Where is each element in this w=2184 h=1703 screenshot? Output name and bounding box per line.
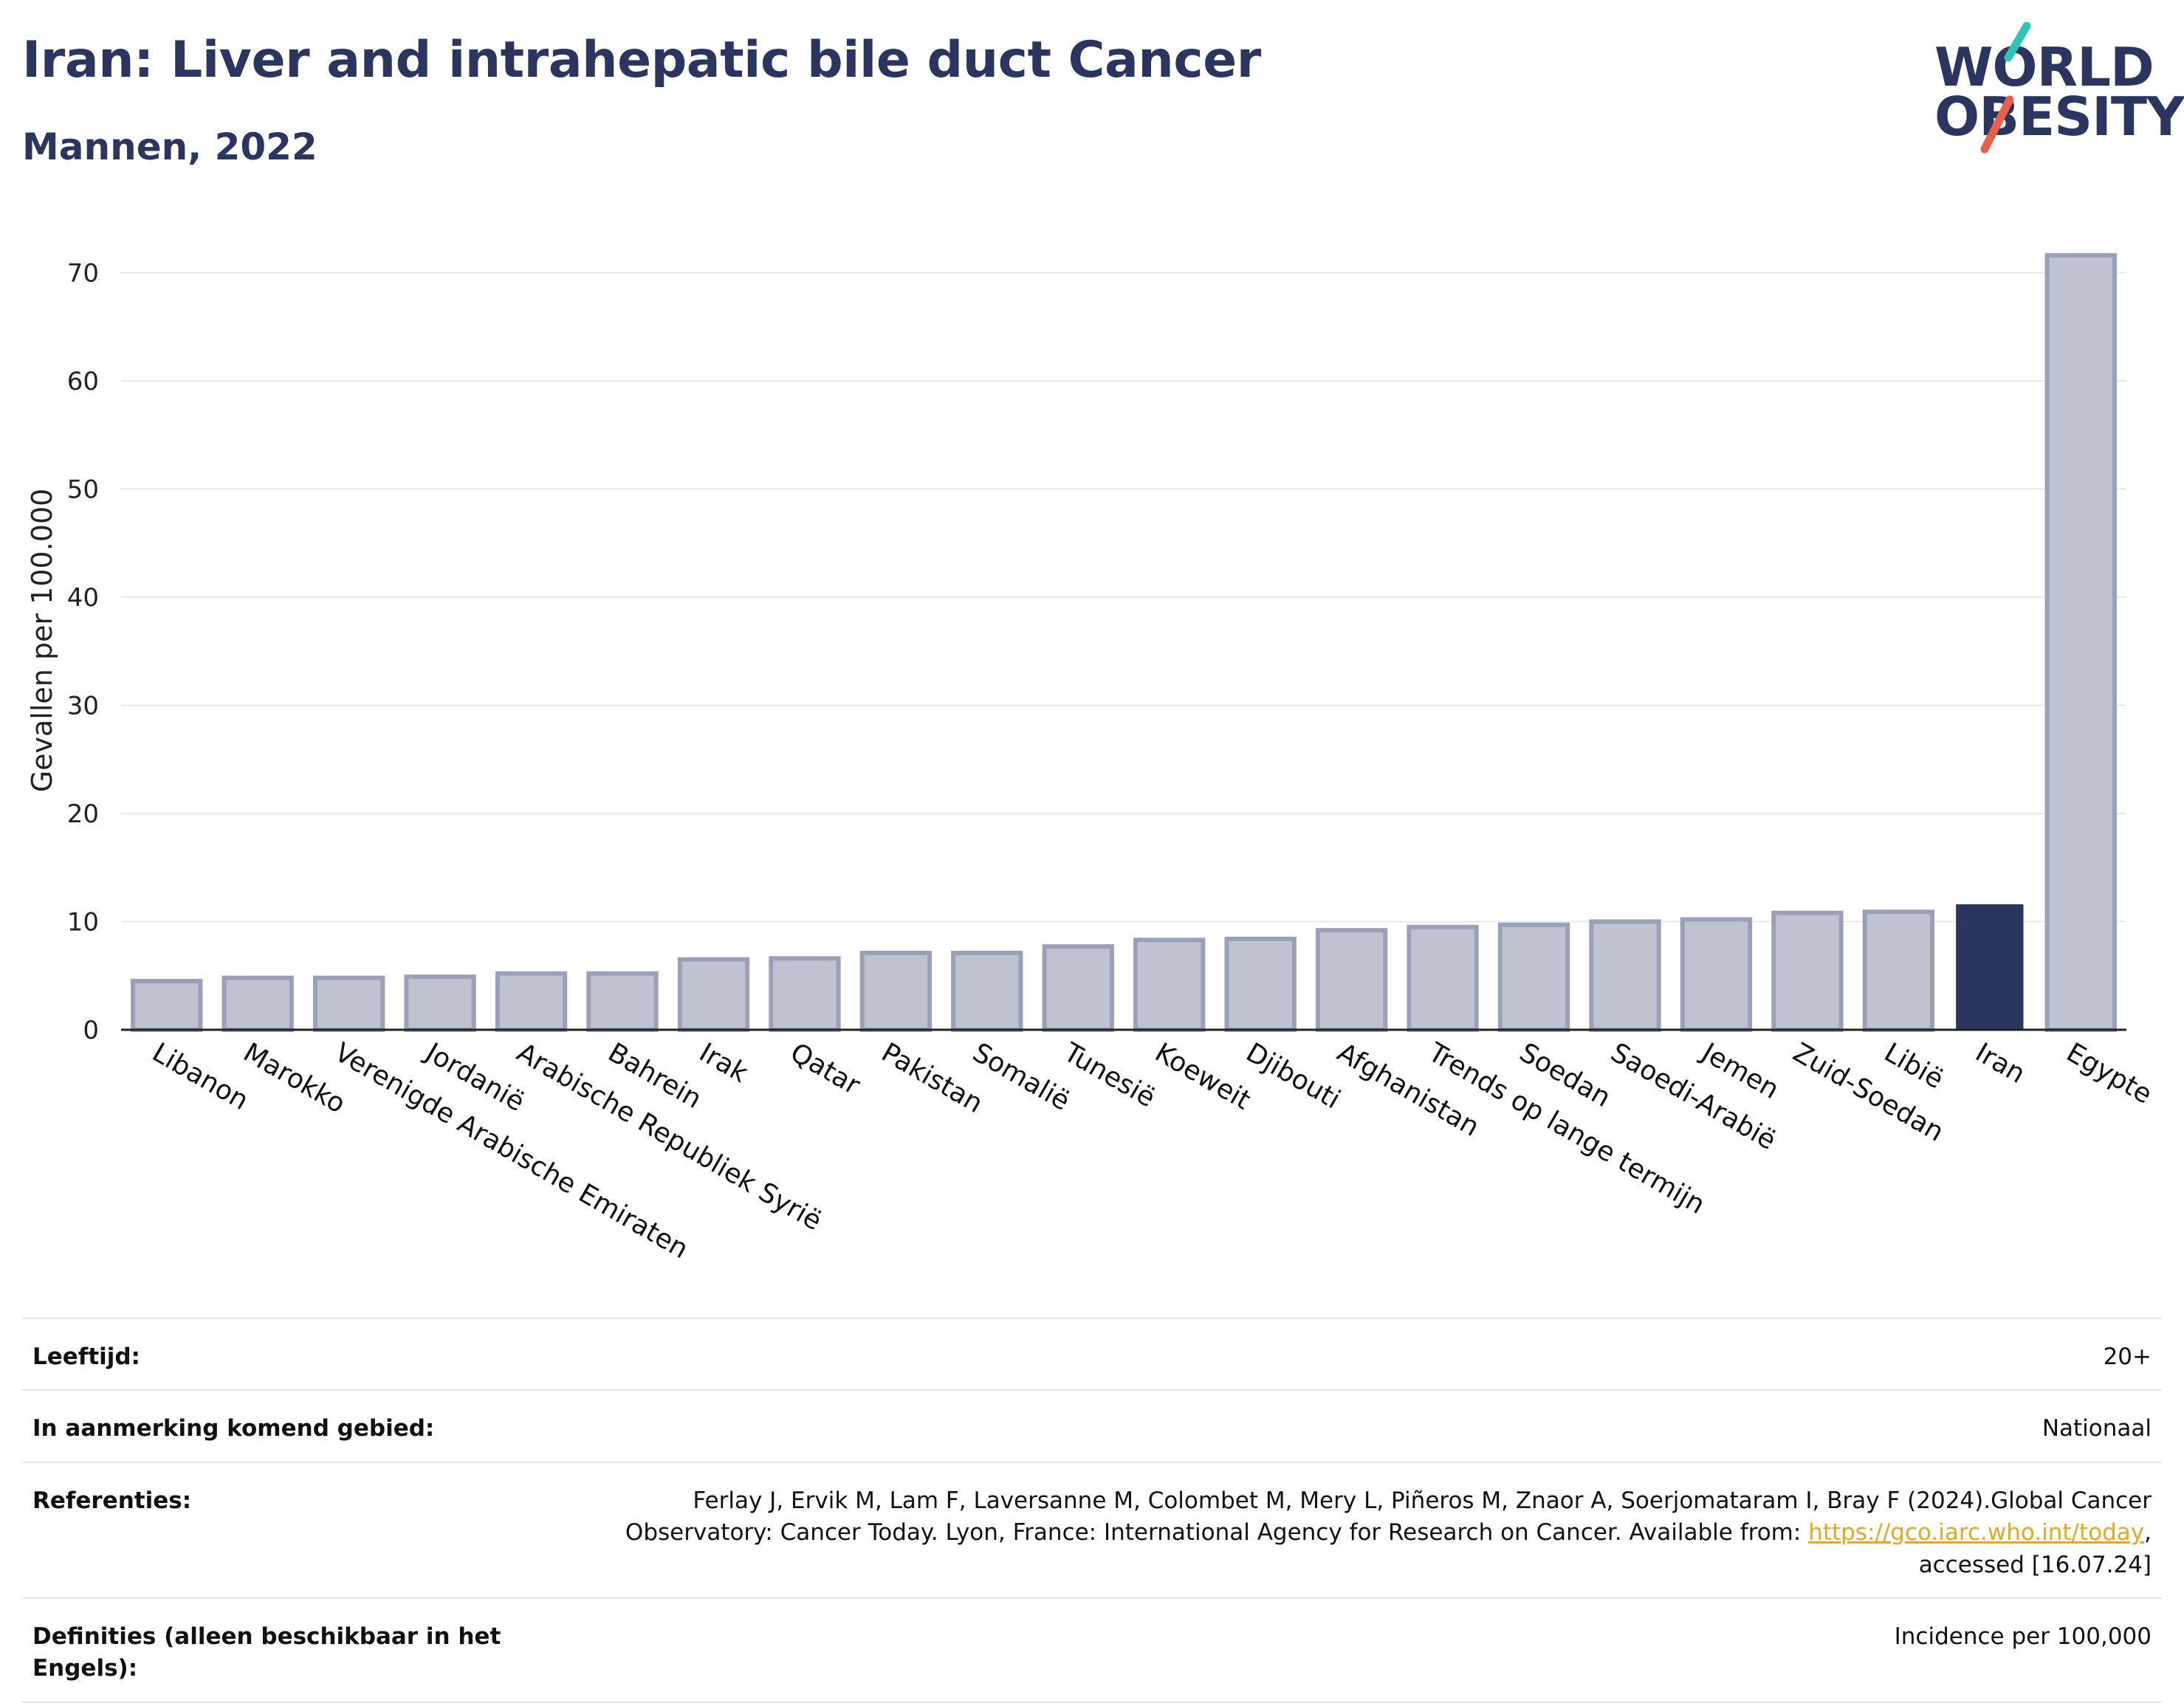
x-tick-label: Pakistan	[876, 1037, 988, 1119]
metadata-table: Leeftijd: 20+ In aanmerking komend gebie…	[22, 1317, 2162, 1703]
y-tick-label: 70	[67, 258, 99, 288]
bar	[677, 957, 750, 1033]
bar	[1315, 928, 1388, 1033]
page-subtitle: Mannen, 2022	[22, 125, 317, 168]
x-tick-label: Qatar	[785, 1037, 865, 1101]
bar-chart: 0 10 20 30 40 50 60 70 Gevallen per 100.000 Liban…	[26, 252, 2157, 1265]
reference-text-line3: accessed [16.07.24]	[1918, 1551, 2152, 1578]
reference-text-line2: Observatory: Cancer Today. Lyon, France:…	[625, 1519, 1809, 1547]
meta-row-references: Referenties: Ferlay J, Ervik M, Lam F, L…	[22, 1461, 2162, 1599]
x-tick-label: Tunesië	[1058, 1037, 1160, 1114]
x-tick-label: Libanon	[147, 1037, 253, 1116]
bar	[951, 950, 1023, 1033]
bar	[2044, 252, 2117, 1033]
logo-text-line1: WORLD	[1934, 36, 2154, 98]
reference-text-line2-post: ,	[2144, 1519, 2152, 1547]
bar	[586, 971, 659, 1032]
meta-label-definitions: Definities (alleen beschikbaar in het En…	[22, 1597, 515, 1703]
bar	[1589, 919, 1661, 1032]
bar	[1680, 917, 1753, 1033]
bar	[1133, 937, 1206, 1033]
bar	[1771, 910, 1844, 1032]
meta-value-area: Nationaal	[515, 1389, 2162, 1463]
x-tick-label: Djibouti	[1241, 1037, 1345, 1115]
y-axis-label: Gevallen per 100.000	[26, 489, 58, 793]
x-tick-label: Marokko	[238, 1037, 351, 1119]
bar	[1224, 936, 1297, 1033]
reference-link[interactable]: https://gco.iarc.who.int/today	[1808, 1519, 2145, 1547]
bar	[859, 950, 933, 1033]
bar	[1497, 922, 1570, 1032]
page-title: Iran: Liver and intrahepatic bile duct C…	[22, 31, 1261, 89]
meta-row-area: In aanmerking komend gebied: Nationaal	[22, 1389, 2162, 1463]
x-tick-label: Egypte	[2061, 1037, 2157, 1110]
meta-label-age: Leeftijd:	[22, 1317, 515, 1391]
x-tick-label: Somalië	[967, 1037, 1074, 1117]
bar	[404, 974, 476, 1033]
bar	[1956, 904, 2024, 1030]
meta-value-age: 20+	[515, 1317, 2162, 1391]
bar	[131, 979, 203, 1032]
logo-text-line2: OBESITY	[1934, 86, 2184, 148]
y-tick-label: 10	[67, 907, 99, 937]
logo-slash-icon	[1980, 22, 2031, 154]
bar	[222, 975, 294, 1032]
meta-row-age: Leeftijd: 20+	[22, 1317, 2162, 1391]
meta-value-references: Ferlay J, Ervik M, Lam F, Laversanne M, …	[515, 1461, 2162, 1599]
bar	[1407, 924, 1479, 1032]
world-obesity-logo[interactable]: WORLD OBESITY	[1920, 22, 2184, 155]
x-tick-label: Irak	[694, 1037, 753, 1089]
meta-label-area: In aanmerking komend gebied:	[22, 1389, 515, 1463]
y-tick-label: 30	[67, 691, 99, 720]
y-tick-label: 0	[83, 1016, 99, 1045]
bar	[1862, 909, 1935, 1032]
bar	[312, 975, 385, 1032]
meta-label-references: Referenties:	[22, 1461, 515, 1599]
reference-text-line1: Ferlay J, Ervik M, Lam F, Laversanne M, …	[693, 1487, 2152, 1514]
meta-value-definitions: Incidence per 100,000	[515, 1597, 2162, 1703]
x-tick-label: Zuid-Soedan	[1788, 1037, 1948, 1148]
y-tick-label: 20	[67, 799, 99, 829]
meta-row-definitions: Definities (alleen beschikbaar in het En…	[22, 1597, 2162, 1703]
bar	[1042, 944, 1114, 1032]
bar	[769, 956, 841, 1032]
y-tick-label: 50	[67, 475, 99, 504]
bar	[495, 971, 568, 1032]
x-tick-label: Koeweit	[1150, 1037, 1255, 1115]
x-tick-label: Iran	[1970, 1037, 2030, 1090]
y-tick-label: 60	[67, 367, 99, 396]
x-tick-label: Libië	[1879, 1037, 1948, 1095]
y-tick-label: 40	[67, 583, 99, 613]
